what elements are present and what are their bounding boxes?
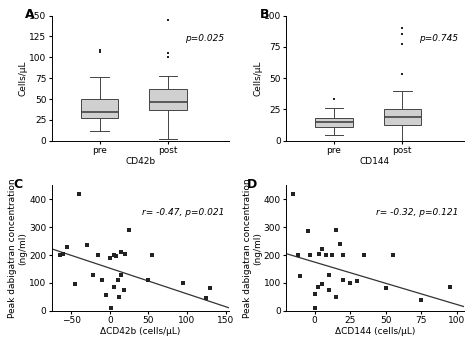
Point: [417, 297, 425, 302]
Point: [206, 286, 214, 291]
Point: [60, 251, 67, 256]
X-axis label: CD42b: CD42b: [126, 157, 155, 166]
Point: [118, 249, 125, 255]
Point: [118, 272, 125, 277]
Y-axis label: Cells/µL: Cells/µL: [253, 61, 262, 96]
Point: [361, 252, 368, 258]
Point: [314, 284, 321, 290]
Point: [75, 191, 83, 196]
Point: [56, 252, 64, 258]
Point: [106, 255, 114, 261]
Point: [311, 305, 319, 311]
Point: [71, 281, 79, 287]
Point: [121, 251, 129, 256]
Point: [83, 243, 91, 248]
Point: [337, 241, 344, 247]
Point: [446, 284, 453, 290]
Point: [389, 252, 397, 258]
PathPatch shape: [383, 109, 421, 125]
Point: [382, 286, 390, 291]
Point: [332, 294, 340, 300]
Point: [145, 277, 152, 283]
Point: [94, 252, 102, 258]
Text: A: A: [25, 8, 35, 21]
Point: [322, 252, 330, 258]
Point: [110, 252, 118, 258]
Point: [339, 252, 347, 258]
Point: [108, 305, 115, 311]
Point: [202, 295, 210, 301]
Text: C: C: [13, 178, 22, 191]
Point: [112, 254, 120, 259]
Point: [318, 247, 326, 252]
Point: [179, 280, 187, 286]
Text: p=0.025: p=0.025: [185, 34, 224, 43]
Point: [148, 252, 156, 258]
Text: B: B: [260, 8, 269, 21]
Point: [328, 252, 336, 258]
Point: [311, 291, 319, 297]
Point: [332, 227, 340, 233]
PathPatch shape: [81, 99, 118, 118]
Point: [98, 277, 106, 283]
Point: [102, 293, 109, 298]
PathPatch shape: [315, 118, 353, 127]
Point: [114, 277, 121, 283]
Y-axis label: Cells/µL: Cells/µL: [19, 61, 28, 96]
Point: [115, 294, 123, 300]
Point: [304, 229, 311, 234]
PathPatch shape: [149, 89, 187, 110]
Point: [125, 227, 133, 233]
Text: p=0.745: p=0.745: [419, 34, 458, 43]
Point: [325, 272, 333, 277]
Point: [64, 244, 71, 249]
Point: [120, 287, 128, 293]
Point: [290, 191, 297, 196]
X-axis label: ΔCD144 (cells/µL): ΔCD144 (cells/µL): [335, 327, 415, 336]
X-axis label: ΔCD42b (cells/µL): ΔCD42b (cells/µL): [100, 327, 181, 336]
Point: [339, 277, 347, 283]
Point: [307, 252, 314, 258]
Point: [89, 272, 97, 277]
Point: [315, 251, 323, 256]
Text: r= -0.47, p=0.021: r= -0.47, p=0.021: [142, 208, 224, 217]
Point: [354, 279, 361, 284]
Y-axis label: Peak dabigatran concentration
(ng/ml): Peak dabigatran concentration (ng/ml): [9, 178, 28, 318]
Text: r= -0.32, p=0.121: r= -0.32, p=0.121: [376, 208, 458, 217]
Point: [318, 281, 326, 287]
Text: D: D: [247, 178, 257, 191]
X-axis label: CD144: CD144: [360, 157, 390, 166]
Point: [294, 252, 301, 258]
Point: [346, 280, 354, 286]
Point: [325, 287, 333, 293]
Point: [297, 273, 304, 279]
Y-axis label: Peak dabigatran concentration
(ng/ml): Peak dabigatran concentration (ng/ml): [243, 178, 262, 318]
Point: [110, 284, 118, 290]
